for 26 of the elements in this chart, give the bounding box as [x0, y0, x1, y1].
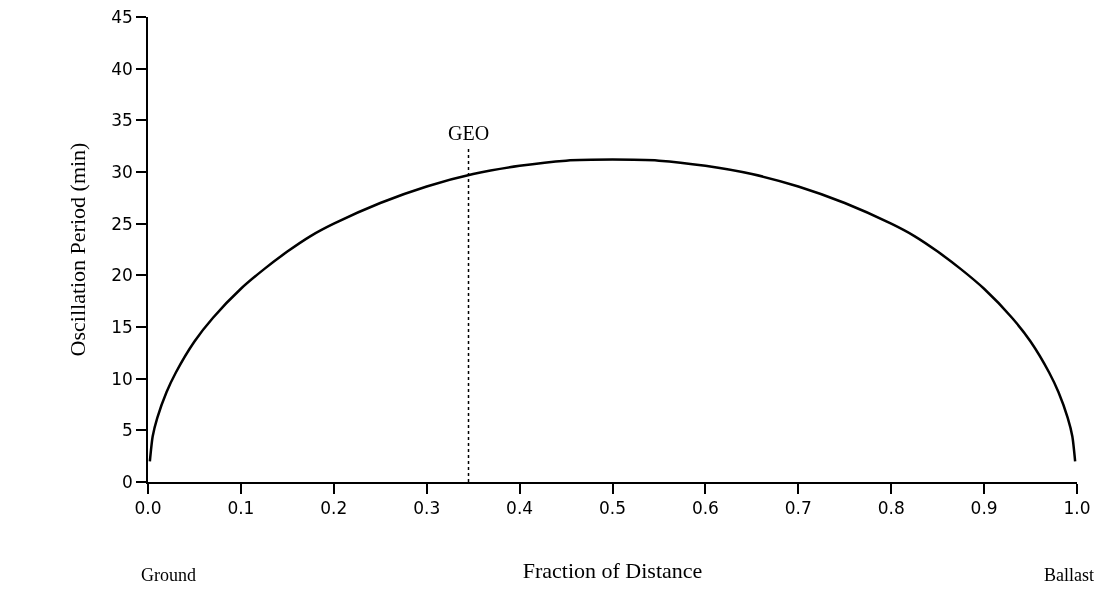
x-tick-label: 0.4: [506, 498, 534, 519]
x-tick-label: 0.3: [413, 498, 441, 519]
x-tick-label: 0.6: [691, 498, 719, 519]
x-tick-label: 0.2: [320, 498, 348, 519]
x-tick-label: 0.9: [970, 498, 998, 519]
text: Ballast: [1044, 565, 1094, 585]
x-tick-label: 1.0: [1063, 498, 1091, 519]
y-tick-label: 25: [111, 213, 133, 234]
y-axis-title: Oscillation Period (min): [64, 142, 90, 357]
y-tick-label: 10: [111, 368, 133, 389]
x-tick-label: 0.0: [134, 498, 162, 519]
y-tick-label: 45: [111, 6, 133, 27]
y-tick-label: 30: [111, 161, 133, 182]
y-tick-label: 35: [111, 110, 133, 131]
x-axis-title: Fraction of Distance: [522, 557, 703, 583]
annotation: GEO: [448, 122, 490, 144]
y-tick-label: 0: [122, 471, 133, 492]
x-tick-label: 0.1: [227, 498, 255, 519]
x-tick-label: 0.5: [598, 498, 627, 519]
y-tick-label: 5: [122, 420, 133, 441]
x-tick-label: 0.7: [784, 498, 812, 519]
y-tick-label: 40: [111, 58, 133, 79]
y-tick-label: 20: [111, 265, 133, 286]
text: Ground: [141, 565, 196, 585]
y-tick-label: 15: [111, 316, 133, 337]
x-tick-label: 0.8: [877, 498, 905, 519]
